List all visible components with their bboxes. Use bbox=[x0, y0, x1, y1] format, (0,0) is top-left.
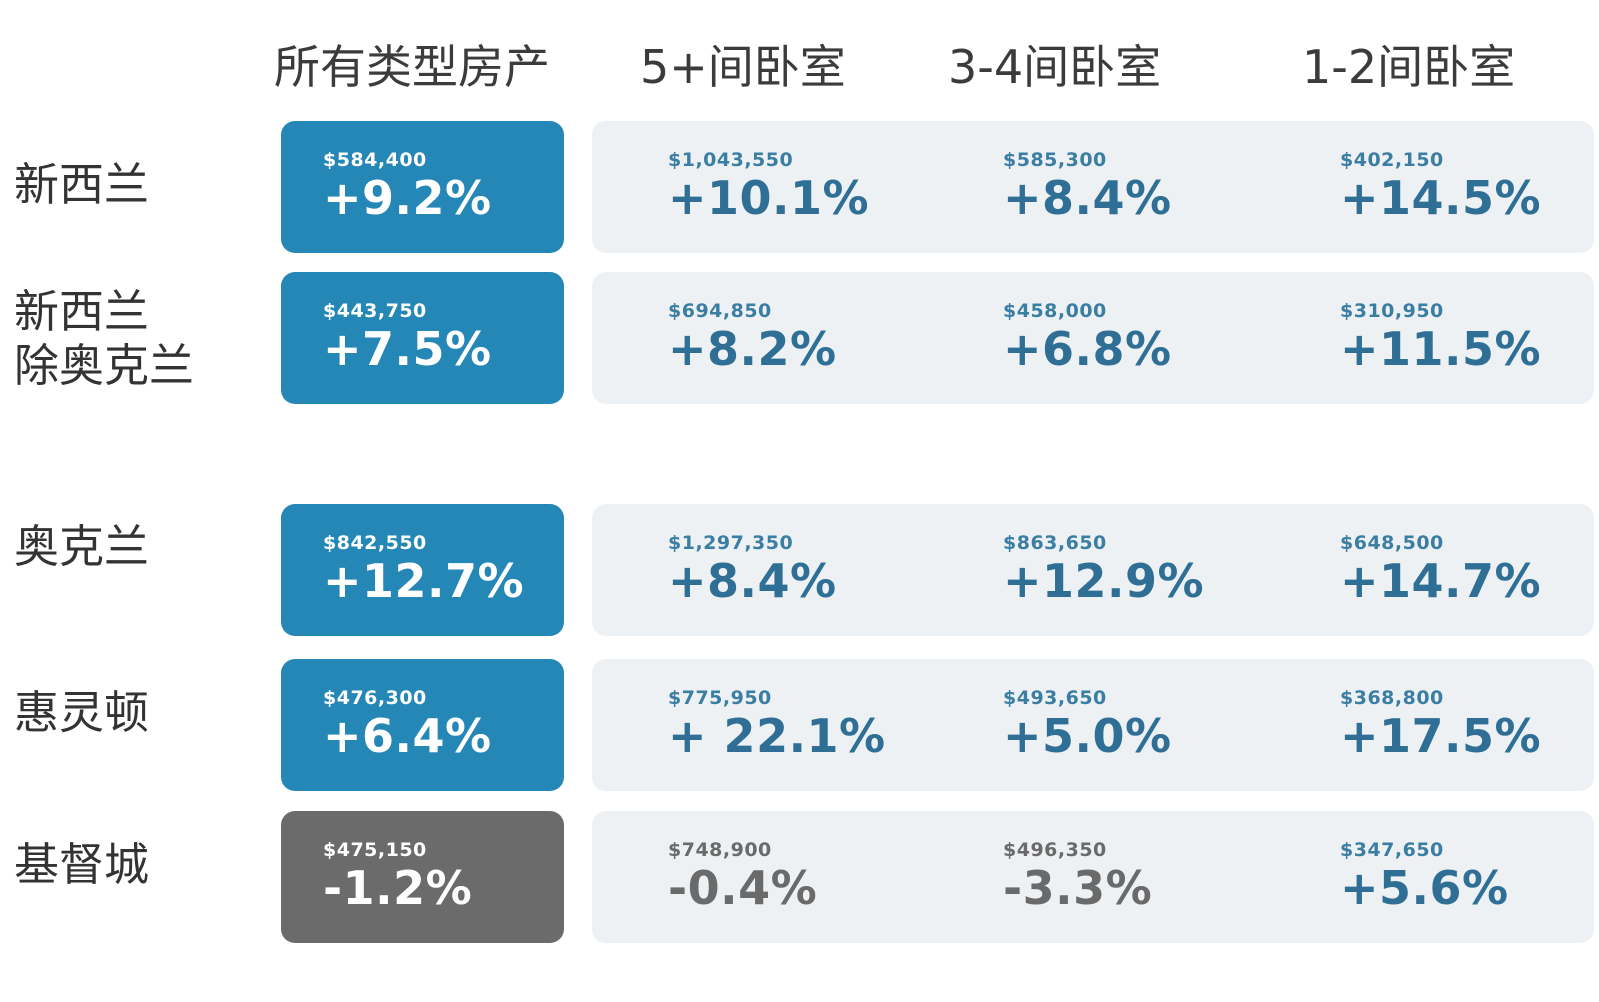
median-price: $347,650 bbox=[1340, 839, 1444, 861]
bedroom-breakdown-band bbox=[592, 659, 1594, 791]
annual-change: -3.3% bbox=[1003, 861, 1153, 915]
median-price: $476,300 bbox=[323, 687, 427, 709]
median-price: $496,350 bbox=[1003, 839, 1107, 861]
median-price: $648,500 bbox=[1340, 532, 1444, 554]
bedroom-breakdown-band bbox=[592, 121, 1594, 253]
bedroom-cell: $347,650 +5.6% bbox=[1340, 811, 1599, 943]
bedroom-cell: $493,650 +5.0% bbox=[1003, 659, 1303, 791]
annual-change: +14.7% bbox=[1340, 554, 1542, 608]
median-price: $775,950 bbox=[668, 687, 772, 709]
row-label: 惠灵顿 bbox=[14, 686, 150, 739]
annual-change: -0.4% bbox=[668, 861, 818, 915]
bedroom-cell: $775,950 + 22.1% bbox=[668, 659, 968, 791]
column-header-3-4-bedrooms: 3-4间卧室 bbox=[948, 40, 1162, 94]
bedroom-cell: $694,850 +8.2% bbox=[668, 272, 968, 404]
annual-change: +8.4% bbox=[1003, 171, 1172, 225]
annual-change: +10.1% bbox=[668, 171, 870, 225]
annual-change: +6.8% bbox=[1003, 322, 1172, 376]
bedroom-cell: $648,500 +14.7% bbox=[1340, 504, 1599, 636]
bedroom-cell: $458,000 +6.8% bbox=[1003, 272, 1303, 404]
annual-change: +8.2% bbox=[668, 322, 837, 376]
bedroom-breakdown-band bbox=[592, 272, 1594, 404]
median-price: $402,150 bbox=[1340, 149, 1444, 171]
bedroom-cell: $402,150 +14.5% bbox=[1340, 121, 1599, 253]
median-price: $584,400 bbox=[323, 149, 427, 171]
annual-change: +5.6% bbox=[1340, 861, 1509, 915]
bedroom-cell: $368,800 +17.5% bbox=[1340, 659, 1599, 791]
bedroom-breakdown-band bbox=[592, 504, 1594, 636]
bedroom-cell: $310,950 +11.5% bbox=[1340, 272, 1599, 404]
all-types-cell: $476,300 +6.4% bbox=[281, 659, 564, 791]
bedroom-breakdown-band bbox=[592, 811, 1594, 943]
annual-change: +6.4% bbox=[323, 709, 492, 763]
median-price: $748,900 bbox=[668, 839, 772, 861]
all-types-cell: $475,150 -1.2% bbox=[281, 811, 564, 943]
annual-change: +17.5% bbox=[1340, 709, 1542, 763]
column-header-all-types: 所有类型房产 bbox=[274, 40, 550, 94]
median-price: $694,850 bbox=[668, 300, 772, 322]
all-types-cell: $842,550 +12.7% bbox=[281, 504, 564, 636]
annual-change: +9.2% bbox=[323, 171, 492, 225]
annual-change: +14.5% bbox=[1340, 171, 1542, 225]
median-price: $443,750 bbox=[323, 300, 427, 322]
median-price: $585,300 bbox=[1003, 149, 1107, 171]
median-price: $842,550 bbox=[323, 532, 427, 554]
row-label: 基督城 bbox=[14, 838, 150, 891]
annual-change: + 22.1% bbox=[668, 709, 886, 763]
bedroom-cell: $748,900 -0.4% bbox=[668, 811, 968, 943]
annual-change: +8.4% bbox=[668, 554, 837, 608]
column-header-1-2-bedrooms: 1-2间卧室 bbox=[1302, 40, 1516, 94]
bedroom-cell: $1,043,550 +10.1% bbox=[668, 121, 968, 253]
median-price: $1,297,350 bbox=[668, 532, 794, 554]
row-label: 奥克兰 bbox=[14, 520, 150, 573]
bedroom-cell: $496,350 -3.3% bbox=[1003, 811, 1303, 943]
bedroom-cell: $585,300 +8.4% bbox=[1003, 121, 1303, 253]
bedroom-cell: $863,650 +12.9% bbox=[1003, 504, 1303, 636]
median-price: $493,650 bbox=[1003, 687, 1107, 709]
median-price: $1,043,550 bbox=[668, 149, 794, 171]
annual-change: +12.7% bbox=[323, 554, 525, 608]
median-price: $863,650 bbox=[1003, 532, 1107, 554]
annual-change: +12.9% bbox=[1003, 554, 1205, 608]
annual-change: +11.5% bbox=[1340, 322, 1542, 376]
row-label: 新西兰 bbox=[14, 158, 150, 211]
bedroom-cell: $1,297,350 +8.4% bbox=[668, 504, 968, 636]
annual-change: +5.0% bbox=[1003, 709, 1172, 763]
median-price: $368,800 bbox=[1340, 687, 1444, 709]
column-header-5plus-bedrooms: 5+间卧室 bbox=[640, 40, 846, 94]
all-types-cell: $584,400 +9.2% bbox=[281, 121, 564, 253]
all-types-cell: $443,750 +7.5% bbox=[281, 272, 564, 404]
median-price: $475,150 bbox=[323, 839, 427, 861]
row-label: 新西兰 除奥克兰 bbox=[14, 285, 195, 392]
median-price: $310,950 bbox=[1340, 300, 1444, 322]
annual-change: -1.2% bbox=[323, 861, 473, 915]
median-price: $458,000 bbox=[1003, 300, 1107, 322]
annual-change: +7.5% bbox=[323, 322, 492, 376]
